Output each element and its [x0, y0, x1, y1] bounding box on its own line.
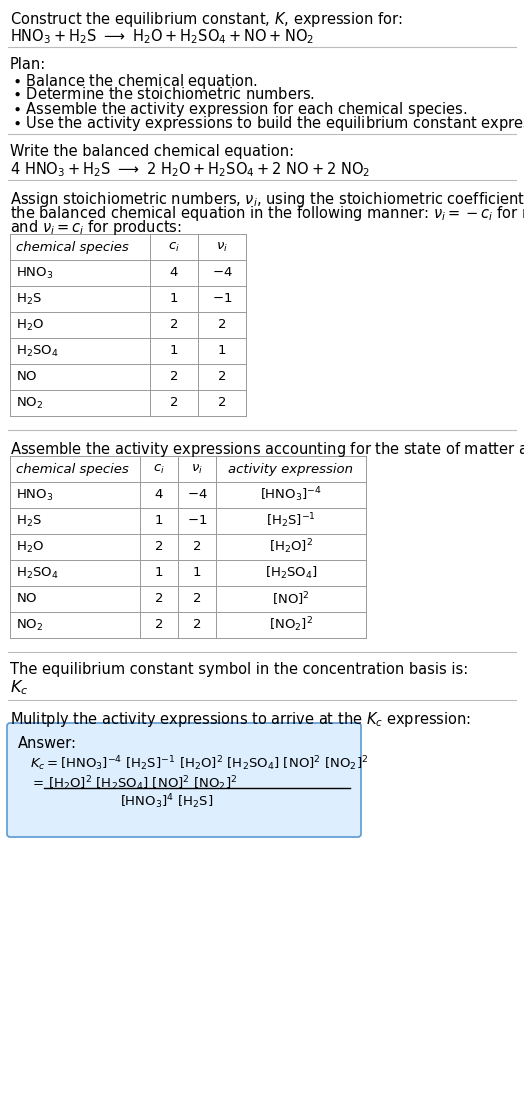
- Text: 1: 1: [155, 514, 163, 527]
- Text: $\mathrm{[NO]^{2}}$: $\mathrm{[NO]^{2}}$: [272, 590, 310, 608]
- Text: 1: 1: [155, 567, 163, 579]
- Text: 2: 2: [155, 541, 163, 554]
- Text: $K_c = \mathrm{[HNO_3]^{-4}\ [H_2S]^{-1}\ [H_2O]^{2}\ [H_2SO_4]\ [NO]^{2}\ [NO_2: $K_c = \mathrm{[HNO_3]^{-4}\ [H_2S]^{-1}…: [30, 754, 368, 773]
- Text: 1: 1: [170, 345, 178, 358]
- Text: $\mathrm{NO_2}$: $\mathrm{NO_2}$: [16, 395, 43, 411]
- Text: $\nu_i$: $\nu_i$: [191, 462, 203, 476]
- Text: 4: 4: [170, 266, 178, 280]
- Text: $\bullet$ Balance the chemical equation.: $\bullet$ Balance the chemical equation.: [12, 72, 257, 91]
- Text: $\mathrm{H_2O}$: $\mathrm{H_2O}$: [16, 539, 44, 555]
- Text: 2: 2: [170, 371, 178, 383]
- Text: $\bullet$ Use the activity expressions to build the equilibrium constant express: $\bullet$ Use the activity expressions t…: [12, 115, 524, 133]
- Text: 2: 2: [218, 318, 226, 331]
- Text: $-4$: $-4$: [212, 266, 232, 280]
- Text: 2: 2: [193, 541, 201, 554]
- Text: Answer:: Answer:: [18, 735, 77, 751]
- Text: 2: 2: [193, 619, 201, 632]
- Text: $\mathrm{4\ HNO_3 + H_2S\ \longrightarrow\ 2\ H_2O + H_2SO_4 + 2\ NO + 2\ NO_2}$: $\mathrm{4\ HNO_3 + H_2S\ \longrightarro…: [10, 160, 370, 178]
- Text: $\mathrm{[H_2O]^{2}}$: $\mathrm{[H_2O]^{2}}$: [269, 537, 313, 556]
- Text: $-4$: $-4$: [187, 489, 208, 501]
- Text: $\mathrm{H_2S}$: $\mathrm{H_2S}$: [16, 513, 42, 528]
- Text: $K_c$: $K_c$: [10, 678, 28, 697]
- Text: $-1$: $-1$: [212, 293, 232, 305]
- Text: $\mathrm{NO}$: $\mathrm{NO}$: [16, 371, 38, 383]
- Text: chemical species: chemical species: [16, 462, 129, 476]
- Text: $\mathrm{[HNO_3]^{-4}}$: $\mathrm{[HNO_3]^{-4}}$: [260, 486, 322, 504]
- Text: $\mathrm{[H_2S]^{-1}}$: $\mathrm{[H_2S]^{-1}}$: [266, 512, 316, 531]
- Text: Assign stoichiometric numbers, $\nu_i$, using the stoichiometric coefficients, $: Assign stoichiometric numbers, $\nu_i$, …: [10, 190, 524, 209]
- Text: $\mathrm{[H_2O]^{2}\ [H_2SO_4]\ [NO]^{2}\ [NO_2]^{2}}$: $\mathrm{[H_2O]^{2}\ [H_2SO_4]\ [NO]^{2}…: [48, 774, 237, 793]
- Text: Assemble the activity expressions accounting for the state of matter and $\nu_i$: Assemble the activity expressions accoun…: [10, 440, 524, 459]
- Text: The equilibrium constant symbol in the concentration basis is:: The equilibrium constant symbol in the c…: [10, 662, 468, 677]
- Text: $\mathrm{NO_2}$: $\mathrm{NO_2}$: [16, 618, 43, 633]
- Text: 2: 2: [170, 318, 178, 331]
- Text: $\mathrm{NO}$: $\mathrm{NO}$: [16, 592, 38, 606]
- Text: $c_i$: $c_i$: [168, 240, 180, 253]
- Text: Write the balanced chemical equation:: Write the balanced chemical equation:: [10, 144, 294, 159]
- Text: 2: 2: [218, 371, 226, 383]
- Text: 2: 2: [155, 619, 163, 632]
- Text: activity expression: activity expression: [228, 462, 354, 476]
- Text: $\mathrm{[H_2SO_4]}$: $\mathrm{[H_2SO_4]}$: [265, 565, 318, 581]
- Text: $=$: $=$: [30, 775, 44, 788]
- Text: $\mathrm{H_2SO_4}$: $\mathrm{H_2SO_4}$: [16, 566, 59, 580]
- Text: Plan:: Plan:: [10, 57, 46, 72]
- Text: 1: 1: [170, 293, 178, 305]
- Text: $\mathrm{HNO_3}$: $\mathrm{HNO_3}$: [16, 488, 53, 502]
- Text: $\mathrm{H_2O}$: $\mathrm{H_2O}$: [16, 317, 44, 333]
- Text: 2: 2: [155, 592, 163, 606]
- Text: $\mathrm{H_2S}$: $\mathrm{H_2S}$: [16, 292, 42, 306]
- Text: 2: 2: [193, 592, 201, 606]
- Text: 2: 2: [170, 396, 178, 410]
- Text: $\bullet$ Assemble the activity expression for each chemical species.: $\bullet$ Assemble the activity expressi…: [12, 100, 467, 119]
- Text: the balanced chemical equation in the following manner: $\nu_i = -c_i$ for react: the balanced chemical equation in the fo…: [10, 204, 524, 224]
- Text: $\mathrm{H_2SO_4}$: $\mathrm{H_2SO_4}$: [16, 344, 59, 359]
- Text: Mulitply the activity expressions to arrive at the $K_c$ expression:: Mulitply the activity expressions to arr…: [10, 710, 471, 729]
- Text: $\mathrm{HNO_3}$: $\mathrm{HNO_3}$: [16, 265, 53, 281]
- Text: $c_i$: $c_i$: [153, 462, 165, 476]
- Text: Construct the equilibrium constant, $K$, expression for:: Construct the equilibrium constant, $K$,…: [10, 10, 402, 29]
- Text: $\bullet$ Determine the stoichiometric numbers.: $\bullet$ Determine the stoichiometric n…: [12, 86, 315, 102]
- Text: 4: 4: [155, 489, 163, 501]
- Text: and $\nu_i = c_i$ for products:: and $\nu_i = c_i$ for products:: [10, 218, 182, 237]
- Text: 1: 1: [218, 345, 226, 358]
- Text: 1: 1: [193, 567, 201, 579]
- Text: $-1$: $-1$: [187, 514, 207, 527]
- Text: $\nu_i$: $\nu_i$: [216, 240, 228, 253]
- Text: $\mathrm{[NO_2]^{2}}$: $\mathrm{[NO_2]^{2}}$: [269, 615, 313, 634]
- Text: $\mathrm{HNO_3 + H_2S\ \longrightarrow\ H_2O + H_2SO_4 + NO + NO_2}$: $\mathrm{HNO_3 + H_2S\ \longrightarrow\ …: [10, 28, 314, 46]
- FancyBboxPatch shape: [7, 723, 361, 837]
- Text: $\mathrm{[HNO_3]^{4}\ [H_2S]}$: $\mathrm{[HNO_3]^{4}\ [H_2S]}$: [120, 792, 213, 810]
- Text: chemical species: chemical species: [16, 240, 129, 253]
- Text: 2: 2: [218, 396, 226, 410]
